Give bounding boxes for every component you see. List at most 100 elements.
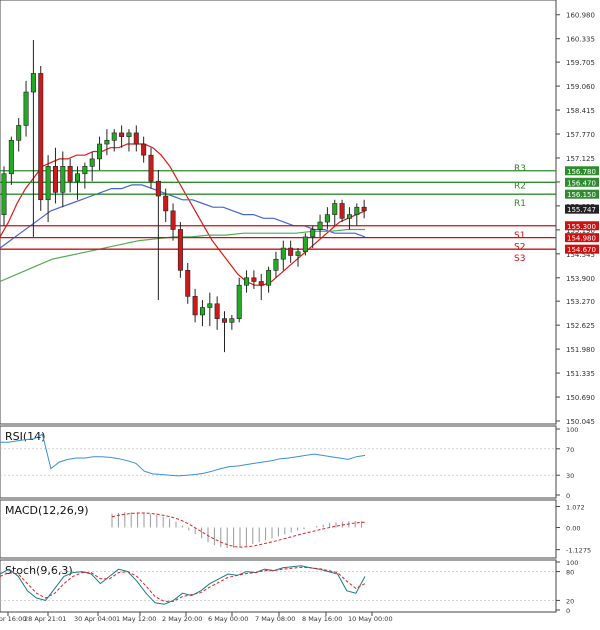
candlestick [346, 207, 352, 230]
indicator-title-2: MACD(12,26,9) [5, 504, 89, 517]
candle-body [126, 132, 132, 137]
pivot-label-s1: S1 [514, 231, 525, 241]
candlestick [16, 118, 22, 152]
candlestick [199, 300, 205, 327]
candlestick [354, 203, 360, 226]
candlestick [177, 222, 183, 278]
pivot-price-tag-r1 [565, 189, 599, 199]
candle-body [222, 318, 228, 323]
indicator-tick-label: 100 [566, 559, 578, 567]
candle-body [104, 140, 110, 145]
candle-body [67, 166, 73, 182]
candle-body [310, 229, 316, 238]
candlestick [266, 266, 272, 293]
candlestick [258, 274, 264, 301]
candle-body [207, 303, 213, 308]
candlestick [332, 199, 338, 226]
candle-body [119, 132, 125, 137]
moving-average-line-0 [0, 143, 366, 286]
candle-body [346, 214, 352, 219]
candle-body [75, 173, 81, 182]
candlestick [133, 125, 139, 152]
price-tick-label: 159.705 [566, 59, 595, 67]
candle-body [354, 206, 360, 215]
candlestick [45, 155, 51, 223]
pivot-label-r1: R1 [514, 199, 526, 209]
candle-body [258, 281, 264, 286]
indicator-tick-label: 70 [566, 446, 574, 454]
candlestick [119, 125, 125, 148]
candle-body [82, 166, 88, 175]
candle-body [16, 125, 22, 141]
candle-body [199, 307, 205, 316]
candlestick [38, 66, 44, 211]
panel-frame-1 [0, 425, 557, 499]
indicator-tick-label: 100 [566, 426, 578, 434]
candlestick [236, 277, 242, 323]
candle-body [192, 296, 198, 316]
candle-body [332, 203, 338, 215]
candle-body [214, 303, 220, 319]
macd-signal-line [111, 512, 366, 548]
price-tick-label: 155.190 [566, 227, 595, 235]
indicator-title-1: RSI(14) [5, 430, 45, 443]
panel-frame-3 [0, 559, 557, 613]
candle-body [229, 318, 235, 323]
candle-body [251, 277, 257, 282]
candle-body [155, 180, 161, 197]
candlestick [170, 203, 176, 241]
candlestick [67, 158, 73, 193]
candle-body [288, 247, 294, 256]
candle-body [30, 73, 36, 93]
last-price-tag [565, 204, 599, 214]
indicator-tick-label: 80 [566, 569, 574, 577]
price-tick-label: 160.335 [566, 36, 595, 44]
pivot-price-tag-text: 154.980 [567, 235, 596, 243]
candlestick [310, 225, 316, 249]
candlestick [75, 166, 81, 200]
indicator-tick-label: -1.1275 [566, 547, 591, 555]
pivot-label-s3: S3 [514, 254, 525, 264]
candle-body [185, 270, 191, 297]
pivot-price-tag-r3 [565, 166, 599, 176]
candlestick [244, 270, 250, 293]
price-tick-label: 154.545 [566, 251, 595, 259]
pivot-price-tag-text: 154.670 [567, 246, 596, 254]
candlestick [155, 170, 161, 301]
candlestick [324, 207, 330, 230]
candle-body [8, 140, 14, 175]
price-tick-label: 153.270 [566, 298, 595, 306]
candlestick [229, 314, 235, 330]
price-tick-label: 152.625 [566, 322, 595, 330]
candlestick [89, 151, 95, 182]
price-tick-label: 150.690 [566, 394, 595, 402]
candlestick [23, 80, 29, 137]
price-tick-label: 159.060 [566, 83, 595, 91]
candlestick [214, 296, 220, 330]
time-tick-label: 8 May 16:00 [302, 615, 342, 623]
indicator-tick-label: 0 [566, 492, 570, 500]
stoch-line-1 [0, 566, 366, 602]
candle-body [339, 203, 345, 219]
time-tick-label: 7 May 08:00 [255, 615, 295, 623]
time-tick-label: 28 Apr 21:01 [24, 615, 66, 623]
candlestick [185, 262, 191, 304]
candle-body [295, 251, 301, 256]
indicator-tick-label: 1.072 [566, 504, 585, 512]
candlestick [273, 251, 279, 278]
pivot-price-tag-text: 156.470 [567, 179, 596, 187]
pivot-label-r3: R3 [514, 164, 526, 174]
indicator-tick-label: 30 [566, 472, 574, 480]
candle-body [60, 166, 66, 193]
time-tick-label: 6 May 00:00 [208, 615, 248, 623]
candlestick [97, 136, 103, 171]
candle-body [148, 154, 154, 182]
candle-body [324, 214, 330, 223]
price-tick-label: 157.125 [566, 155, 595, 163]
candlestick [361, 199, 367, 219]
time-tick-label: 10 May 00:00 [348, 615, 393, 623]
candle-body [133, 132, 139, 145]
candle-body [97, 143, 103, 160]
candlestick [52, 147, 58, 204]
